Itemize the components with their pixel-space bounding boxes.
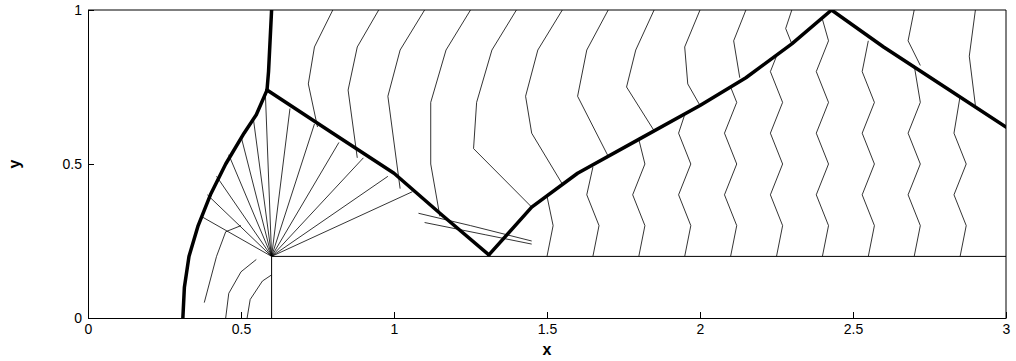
contour-line (969, 10, 975, 105)
plot-area (183, 10, 1006, 318)
contour-line (348, 10, 379, 158)
frame (1006, 10, 1007, 318)
contour-line (724, 87, 736, 256)
contour-line (770, 56, 782, 256)
contour-line (388, 10, 425, 189)
contour-line (272, 124, 315, 256)
shock (267, 10, 272, 90)
tick-mark (394, 312, 395, 318)
tick: 1 (391, 312, 399, 337)
shock (832, 10, 1006, 127)
contour-line (272, 109, 290, 257)
axis-line (89, 318, 1007, 319)
contour-line (786, 10, 792, 44)
tick-label: 1 (74, 2, 82, 18)
tick-label: 1.5 (538, 321, 558, 337)
shock (267, 90, 489, 255)
contour-line (816, 19, 828, 256)
tick: 1.5 (538, 312, 558, 337)
chart: 00.511.522.5300.51xy (0, 0, 1016, 361)
contour-line (908, 65, 920, 256)
y-axis: 00.51 (63, 2, 94, 326)
contour-line (247, 275, 271, 318)
contour-line (685, 10, 700, 105)
tick-label: 3 (1003, 321, 1011, 337)
tick-label: 2 (697, 321, 705, 337)
contour-line (217, 176, 272, 256)
tick-mark (700, 312, 701, 318)
contour-line (734, 10, 746, 78)
tick: 1 (74, 2, 94, 18)
tick-mark (88, 164, 94, 165)
contour-line (587, 167, 599, 256)
contour-line (204, 226, 241, 303)
contour-line (272, 176, 388, 256)
contour-line (226, 259, 257, 318)
tick-mark (241, 312, 242, 318)
contour-line (272, 142, 339, 256)
contour-line (272, 192, 413, 257)
tick-label: 0 (74, 310, 82, 326)
contour-line (265, 96, 271, 256)
tick: 0.5 (63, 156, 94, 172)
contour-line (474, 10, 532, 207)
tick-mark (88, 10, 94, 11)
tick-mark (88, 318, 94, 319)
frame (88, 10, 1006, 11)
tick: 3 (1003, 312, 1011, 337)
tick-mark (547, 312, 548, 318)
tick: 2.5 (844, 312, 864, 337)
contour-line (954, 96, 966, 256)
shock (183, 90, 267, 318)
tick-label: 0 (85, 321, 93, 337)
x-axis-title: x (543, 341, 552, 358)
tick-label: 0.5 (63, 156, 83, 172)
contour-line (679, 115, 691, 257)
x-axis: 0 0.5 1 1.5 2 2.5 3 (85, 312, 1011, 337)
step (272, 256, 1006, 318)
y-axis-title: y (6, 159, 23, 168)
tick-label: 1 (391, 321, 399, 337)
contour-line (207, 195, 271, 257)
contour-line (308, 10, 332, 127)
contour-line (547, 196, 553, 256)
contour-line (241, 136, 272, 256)
tick: 2 (697, 312, 705, 337)
contour-line (578, 10, 609, 156)
contour-line (526, 10, 563, 184)
contour-line (862, 41, 874, 257)
shock (489, 10, 832, 255)
contour-line (431, 10, 471, 216)
tick-label: 0.5 (232, 321, 252, 337)
contour-line (908, 10, 920, 65)
tick-label: 2.5 (844, 321, 864, 337)
tick: 0.5 (232, 312, 252, 337)
contour-line (633, 139, 645, 256)
contour-line (272, 158, 364, 257)
tick-mark (1006, 312, 1007, 318)
tick: 0 (74, 310, 94, 326)
contour-line (627, 10, 655, 131)
step-body (272, 256, 1006, 318)
tick-mark (853, 312, 854, 318)
